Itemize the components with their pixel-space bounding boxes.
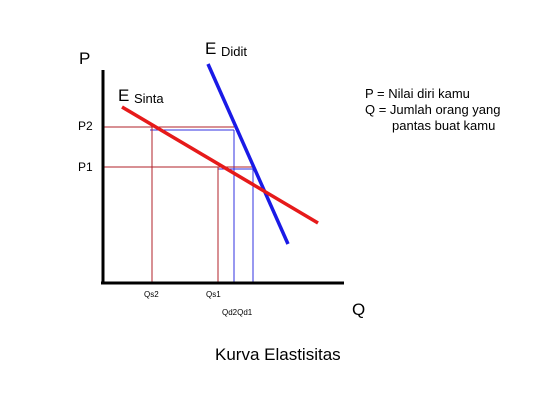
diagram-caption: Kurva Elastisitas: [215, 345, 341, 364]
sinta-curve-name: Sinta: [134, 91, 164, 106]
x-axis-label: Q: [352, 300, 366, 319]
qd2qd1-tick-label: Qd2Qd1: [222, 308, 253, 317]
qs1-tick-label: Qs1: [206, 290, 221, 299]
legend-q-definition-continued: pantas buat kamu: [392, 118, 496, 133]
legend-q-definition: Q = Jumlah orang yang: [365, 102, 501, 117]
sinta-demand-curve: [121, 105, 319, 225]
y-axis-label: P: [79, 49, 91, 68]
didit-curve-name: Didit: [221, 44, 248, 59]
didit-demand-curve: [206, 63, 290, 245]
p2-tick-label: P2: [78, 119, 93, 133]
p1-tick-label: P1: [78, 160, 93, 174]
legend: P = Nilai diri kamu Q = Jumlah orang yan…: [365, 86, 501, 134]
didit-curve-letter: E: [205, 39, 217, 58]
legend-p-definition: P = Nilai diri kamu: [365, 86, 470, 101]
sinta-curve-letter: E: [118, 86, 130, 105]
qs2-tick-label: Qs2: [144, 290, 159, 299]
